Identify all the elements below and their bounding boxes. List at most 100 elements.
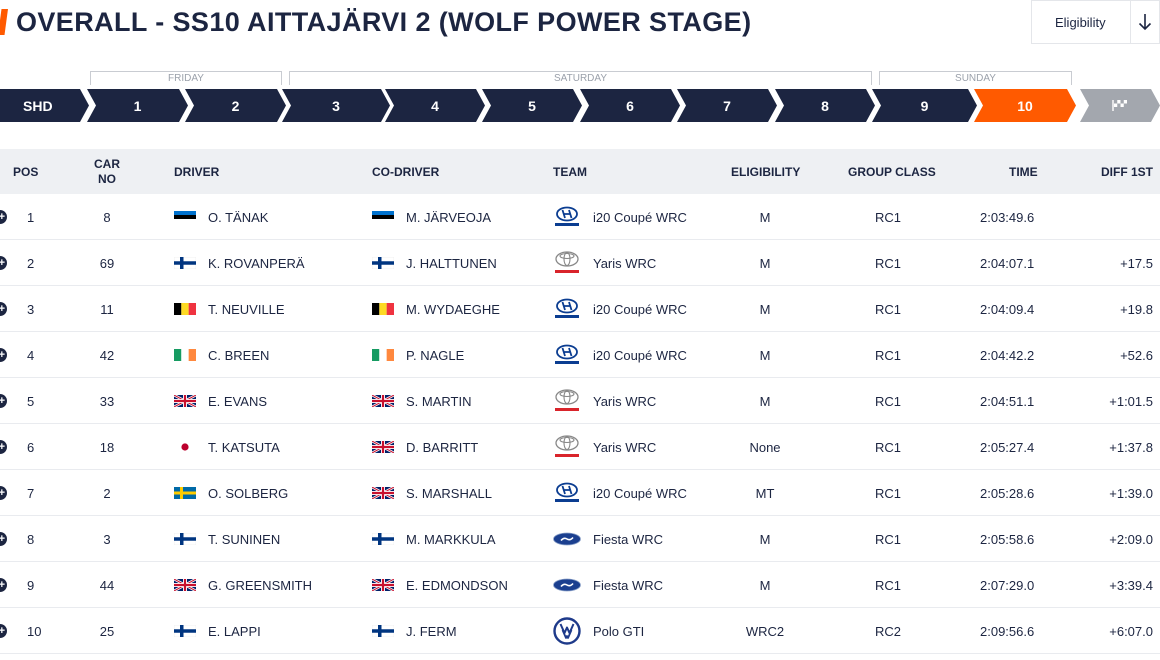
header-car-no[interactable]: CAR NO [90, 149, 124, 194]
stage-tab-10[interactable]: 10 [974, 89, 1076, 122]
stage-tab-4[interactable]: 4 [385, 89, 485, 122]
table-row[interactable]: +5 33 E. EVANS S. MARTIN Yaris WRC M RC1 2:04:5… [0, 378, 1160, 424]
cell-co-driver[interactable]: J. FERM [372, 608, 457, 654]
cell-eligibility: None [749, 439, 781, 455]
expand-row-icon[interactable]: + [0, 532, 7, 546]
cell-driver[interactable]: O. SOLBERG [174, 470, 288, 516]
hyundai-logo-icon [552, 341, 582, 369]
cell-eligibility: M [759, 209, 771, 225]
cell-diff-1st [1060, 194, 1153, 240]
flag-sweden-icon [174, 487, 196, 499]
cell-co-driver[interactable]: J. HALTTUNEN [372, 240, 497, 286]
cell-driver[interactable]: O. TÄNAK [174, 194, 268, 240]
header-pos[interactable]: POS [13, 164, 39, 179]
cell-team: i20 Coupé WRC [552, 470, 687, 516]
cell-driver[interactable]: C. BREEN [174, 332, 269, 378]
day-group-sunday: SUNDAY [879, 71, 1072, 85]
cell-pos: 6 [27, 439, 35, 455]
driver-name: C. BREEN [208, 347, 270, 363]
day-group-friday: FRIDAY [90, 71, 282, 85]
arrow-down-icon[interactable] [1131, 13, 1159, 31]
stage-tab-8[interactable]: 8 [775, 89, 875, 122]
flag-uk-icon [372, 441, 394, 453]
eligibility-label: Eligibility [1055, 14, 1106, 30]
driver-name: G. GREENSMITH [208, 577, 313, 593]
cell-group-class: RC2 [874, 623, 901, 639]
stage-tab-shd[interactable]: SHD [0, 89, 89, 122]
table-row[interactable]: +4 42 C. BREEN P. NAGLE i20 Coupé WRC M RC1 2:0… [0, 332, 1160, 378]
expand-row-icon[interactable]: + [0, 348, 7, 362]
cell-driver[interactable]: K. ROVANPERÄ [174, 240, 305, 286]
stage-tab-7[interactable]: 7 [677, 89, 777, 122]
cell-co-driver[interactable]: D. BARRITT [372, 424, 478, 470]
table-row[interactable]: +3 11 T. NEUVILLE M. WYDAEGHE i20 Coupé WRC M… [0, 286, 1160, 332]
stage-tab-5[interactable]: 5 [482, 89, 582, 122]
cell-co-driver[interactable]: M. WYDAEGHE [372, 286, 500, 332]
cell-co-driver[interactable]: S. MARTIN [372, 378, 472, 424]
cell-time: 2:07:29.0 [980, 577, 1035, 593]
header-diff-1st[interactable]: DIFF 1ST [1101, 164, 1154, 179]
stage-tab-1[interactable]: 1 [87, 89, 188, 122]
team-name: i20 Coupé WRC [593, 485, 687, 501]
header-time[interactable]: TIME [1009, 164, 1038, 179]
team-name: Yaris WRC [593, 393, 657, 409]
cell-team: Yaris WRC [552, 424, 656, 470]
expand-row-icon[interactable]: + [0, 394, 7, 408]
table-row[interactable]: +8 3 T. SUNINEN M. MARKKULA Fiesta WRC M RC1 2:… [0, 516, 1160, 562]
table-row[interactable]: +9 44 G. GREENSMITH E. EDMONDSON Fiesta WRC M… [0, 562, 1160, 608]
table-row[interactable]: +1 8 O. TÄNAK M. JÄRVEOJA i20 Coupé WRC M RC1 2… [0, 194, 1160, 240]
team-name: i20 Coupé WRC [593, 209, 687, 225]
flag-uk-icon [372, 579, 394, 591]
stage-tab-3[interactable]: 3 [282, 89, 390, 122]
cell-driver[interactable]: T. KATSUTA [174, 424, 280, 470]
table-row[interactable]: +6 18 T. KATSUTA D. BARRITT Yaris WRC None RC1… [0, 424, 1160, 470]
cell-time: 2:09:56.6 [980, 623, 1035, 639]
expand-row-icon[interactable]: + [0, 210, 7, 224]
cell-team: Yaris WRC [552, 240, 656, 286]
cell-time: 2:04:42.2 [980, 347, 1035, 363]
cell-co-driver[interactable]: S. MARSHALL [372, 470, 492, 516]
header-eligibility[interactable]: ELIGIBILITY [731, 164, 801, 179]
stage-tab-9[interactable]: 9 [872, 89, 977, 122]
eligibility-dropdown[interactable]: Eligibility [1031, 0, 1160, 44]
expand-row-icon[interactable]: + [0, 440, 7, 454]
cell-pos: 9 [27, 577, 35, 593]
cell-co-driver[interactable]: M. MARKKULA [372, 516, 496, 562]
hyundai-logo-icon [552, 203, 582, 231]
expand-row-icon[interactable]: + [0, 578, 7, 592]
expand-row-icon[interactable]: + [0, 624, 7, 638]
cell-car-no: 33 [99, 393, 115, 409]
stage-tab-6[interactable]: 6 [580, 89, 680, 122]
cell-pos: 3 [27, 301, 35, 317]
cell-driver[interactable]: G. GREENSMITH [174, 562, 312, 608]
flag-uk-icon [372, 487, 394, 499]
flag-uk-icon [174, 579, 196, 591]
header-driver[interactable]: DRIVER [174, 164, 220, 179]
expand-row-icon[interactable]: + [0, 486, 7, 500]
cell-driver[interactable]: T. NEUVILLE [174, 286, 285, 332]
expand-row-icon[interactable]: + [0, 302, 7, 316]
cell-driver[interactable]: E. LAPPI [174, 608, 261, 654]
cell-group-class: RC1 [874, 301, 901, 317]
co-driver-name: P. NAGLE [406, 347, 465, 363]
stage-tab-2[interactable]: 2 [185, 89, 286, 122]
header-group-class[interactable]: GROUP CLASS [848, 164, 936, 179]
cell-co-driver[interactable]: P. NAGLE [372, 332, 464, 378]
team-name: Fiesta WRC [593, 531, 664, 547]
cell-time: 2:04:51.1 [980, 393, 1035, 409]
flag-finland-icon [372, 533, 394, 545]
table-row[interactable]: +7 2 O. SOLBERG S. MARSHALL i20 Coupé WRC MT R… [0, 470, 1160, 516]
cell-driver[interactable]: T. SUNINEN [174, 516, 280, 562]
cell-co-driver[interactable]: E. EDMONDSON [372, 562, 508, 608]
table-row[interactable]: +2 69 K. ROVANPERÄ J. HALTTUNEN Yaris WRC M RC… [0, 240, 1160, 286]
header-co-driver[interactable]: CO-DRIVER [372, 164, 440, 179]
table-row[interactable]: +10 25 E. LAPPI J. FERM Polo GTI WRC2 RC2 2:09:… [0, 608, 1160, 654]
cell-diff-1st: +2:09.0 [1109, 531, 1153, 547]
header-team[interactable]: TEAM [553, 164, 587, 179]
stage-tab-finish[interactable] [1080, 89, 1160, 122]
cell-eligibility: M [759, 255, 771, 271]
cell-time: 2:05:58.6 [980, 531, 1035, 547]
expand-row-icon[interactable]: + [0, 256, 7, 270]
cell-co-driver[interactable]: M. JÄRVEOJA [372, 194, 491, 240]
cell-driver[interactable]: E. EVANS [174, 378, 267, 424]
